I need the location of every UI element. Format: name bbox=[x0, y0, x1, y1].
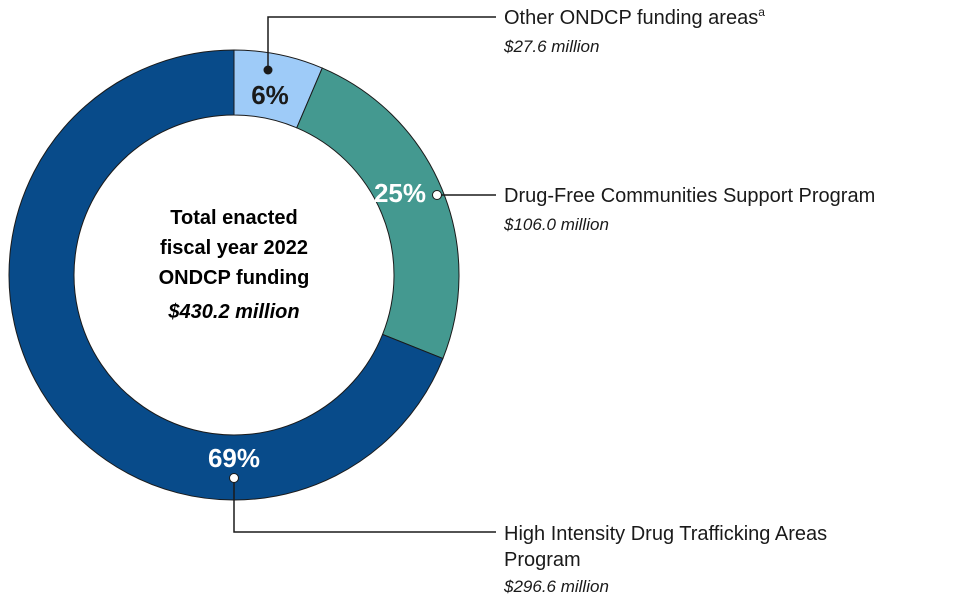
leader-dot-hidta bbox=[229, 473, 239, 483]
callout-hidta-amount: $296.6 million bbox=[503, 577, 609, 596]
center-total-amount: $430.2 million bbox=[167, 301, 299, 323]
leader-dot-other bbox=[263, 65, 273, 75]
callout-dfc: Drug-Free Communities Support Program $1… bbox=[503, 185, 875, 234]
leader-line-hidta bbox=[229, 473, 496, 533]
center-line-2: fiscal year 2022 bbox=[160, 237, 308, 259]
center-line-3: ONDCP funding bbox=[159, 267, 310, 289]
callout-other: Other ONDCP funding areasa $27.6 million bbox=[503, 5, 765, 56]
donut-slice-hidta bbox=[8, 49, 444, 501]
leader-dot-dfc bbox=[432, 190, 442, 200]
callout-dfc-name: Drug-Free Communities Support Program bbox=[504, 185, 875, 207]
callout-dfc-amount: $106.0 million bbox=[503, 215, 609, 234]
donut-slice-dfc bbox=[296, 67, 460, 360]
percent-label-other: 6% bbox=[251, 80, 289, 110]
center-label: Total enacted fiscal year 2022 ONDCP fun… bbox=[159, 207, 310, 323]
callout-other-amount: $27.6 million bbox=[503, 37, 599, 56]
percent-label-dfc: 25% bbox=[374, 178, 426, 208]
center-line-1: Total enacted bbox=[170, 207, 297, 229]
callout-other-name: Other ONDCP funding areasa bbox=[504, 5, 765, 29]
callout-hidta: High Intensity Drug Trafficking Areas Pr… bbox=[503, 523, 827, 596]
callout-hidta-name-line-1: High Intensity Drug Trafficking Areas bbox=[504, 523, 827, 545]
leader-line-other bbox=[263, 16, 496, 75]
leader-line-dfc bbox=[432, 190, 496, 200]
callout-hidta-name-line-2: Program bbox=[504, 549, 581, 571]
percent-label-hidta: 69% bbox=[208, 443, 260, 473]
donut-slices bbox=[8, 49, 460, 501]
